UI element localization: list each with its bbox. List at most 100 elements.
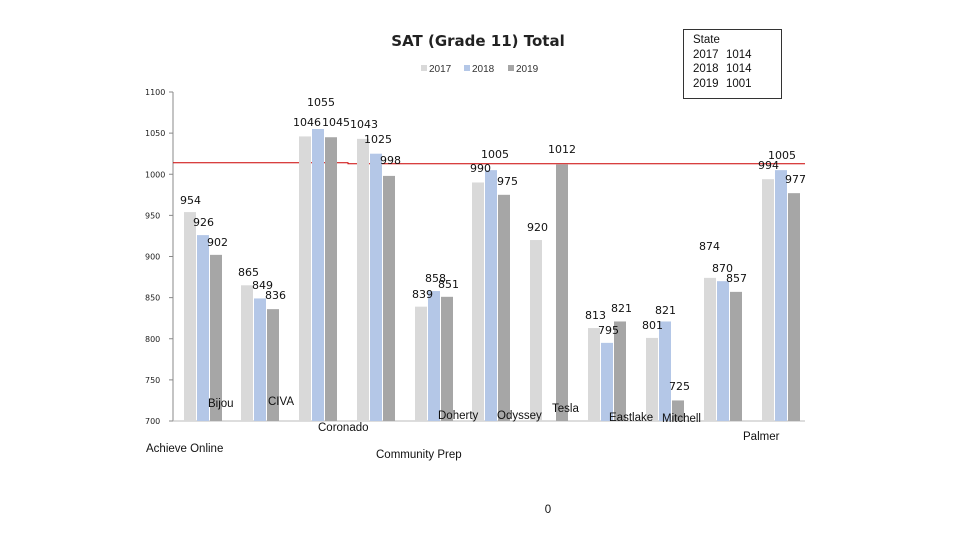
- data-label: 1045: [322, 116, 350, 129]
- bar: [472, 182, 484, 421]
- data-label: 849: [252, 279, 273, 292]
- bars: [184, 129, 800, 422]
- bar: [184, 212, 196, 421]
- y-tick-label: 750: [145, 376, 160, 385]
- state-row-2019: 2019 1001: [693, 77, 781, 92]
- legend-label: 2019: [516, 64, 539, 75]
- state-value: 1014: [726, 63, 752, 75]
- bar: [485, 170, 497, 421]
- data-label: 1005: [768, 149, 796, 162]
- data-label: 998: [380, 154, 401, 167]
- bar: [601, 342, 613, 421]
- bar: [241, 285, 253, 421]
- data-label: 975: [497, 175, 518, 188]
- y-tick-label: 700: [145, 417, 160, 426]
- data-label: 902: [207, 236, 228, 249]
- legend-label: 2017: [429, 64, 452, 75]
- school-labels: Achieve Online Bijou CIVA Coronado Community…: [146, 396, 780, 461]
- state-average-line: [173, 162, 805, 165]
- data-label: 1043: [350, 118, 378, 131]
- bar: [659, 321, 671, 421]
- bar: [762, 179, 774, 421]
- state-box-title: State: [693, 34, 720, 46]
- bar: [588, 328, 600, 421]
- data-label: 813: [585, 309, 606, 322]
- bar: [614, 321, 626, 421]
- data-label: 821: [655, 304, 676, 317]
- data-label: 977: [785, 173, 806, 186]
- category-label: Bijou: [208, 398, 234, 410]
- bar: [325, 137, 337, 422]
- bar: [312, 129, 324, 421]
- data-label: 1025: [364, 133, 392, 146]
- bar: [498, 194, 510, 421]
- data-labels: 954 865 1046 1043 839 990 920 813 801 874 994 926 84…: [180, 96, 806, 393]
- y-tick-label: 1050: [145, 129, 165, 138]
- legend-label: 2018: [472, 64, 495, 75]
- bar: [267, 309, 279, 421]
- data-label: 926: [193, 216, 214, 229]
- bar: [441, 296, 453, 421]
- data-label: 851: [438, 278, 459, 291]
- bar: [254, 298, 266, 421]
- category-label: Coronado: [318, 422, 369, 434]
- legend: 2017 2018 2019: [421, 64, 539, 75]
- state-year: 2017: [693, 48, 719, 61]
- bar: [646, 337, 658, 421]
- legend-swatch: [421, 65, 427, 71]
- bar: [210, 254, 222, 421]
- data-label: 1046: [293, 116, 321, 129]
- data-label: 836: [265, 289, 286, 302]
- data-label: 857: [726, 272, 747, 285]
- state-value: 1014: [726, 48, 752, 61]
- category-label: Palmer: [743, 431, 780, 443]
- bar: [299, 136, 311, 422]
- bar: [704, 277, 716, 421]
- data-label: 1012: [548, 143, 576, 156]
- data-label: 870: [712, 262, 733, 275]
- bar: [197, 235, 209, 421]
- bar: [383, 175, 395, 421]
- bar: [730, 291, 742, 421]
- bar: [556, 164, 568, 421]
- bar: [775, 170, 787, 421]
- category-label: Community Prep: [376, 449, 462, 461]
- legend-swatch: [464, 65, 470, 71]
- data-label: 865: [238, 266, 259, 279]
- bar: [530, 240, 542, 421]
- bar: [672, 400, 684, 421]
- category-label: CIVA: [268, 396, 294, 408]
- data-label: 858: [425, 272, 446, 285]
- bar: [370, 153, 382, 421]
- category-label: Tesla: [552, 403, 579, 415]
- state-year: 2019: [693, 77, 719, 90]
- category-label: Odyssey: [497, 410, 542, 422]
- stray-zero-label: 0: [545, 504, 551, 516]
- y-tick-label: 950: [145, 211, 160, 220]
- y-tick-label: 1100: [145, 88, 165, 97]
- category-label: Achieve Online: [146, 443, 223, 455]
- data-label: 920: [527, 221, 548, 234]
- data-label: 1005: [481, 148, 509, 161]
- state-row-2017: 2017 1014: [693, 48, 781, 63]
- category-label: Eastlake: [609, 412, 653, 424]
- y-tick-label: 900: [145, 253, 160, 262]
- data-label: 874: [699, 240, 720, 253]
- category-label: Mitchell: [662, 413, 701, 425]
- data-label: 954: [180, 194, 201, 207]
- bar: [428, 291, 440, 421]
- y-tick-label: 1000: [145, 170, 165, 179]
- data-label: 990: [470, 162, 491, 175]
- bar: [357, 138, 369, 421]
- data-label: 994: [758, 159, 779, 172]
- data-label: 725: [669, 380, 690, 393]
- data-label: 1055: [307, 96, 335, 109]
- y-tick-label: 800: [145, 335, 160, 344]
- category-label: Doherty: [438, 410, 479, 422]
- bar: [415, 306, 427, 421]
- data-label: 821: [611, 302, 632, 315]
- state-year: 2018: [693, 63, 719, 75]
- bar: [717, 281, 729, 421]
- state-averages-box: State 2017 1014 2018 1014 2019 1001: [683, 29, 782, 99]
